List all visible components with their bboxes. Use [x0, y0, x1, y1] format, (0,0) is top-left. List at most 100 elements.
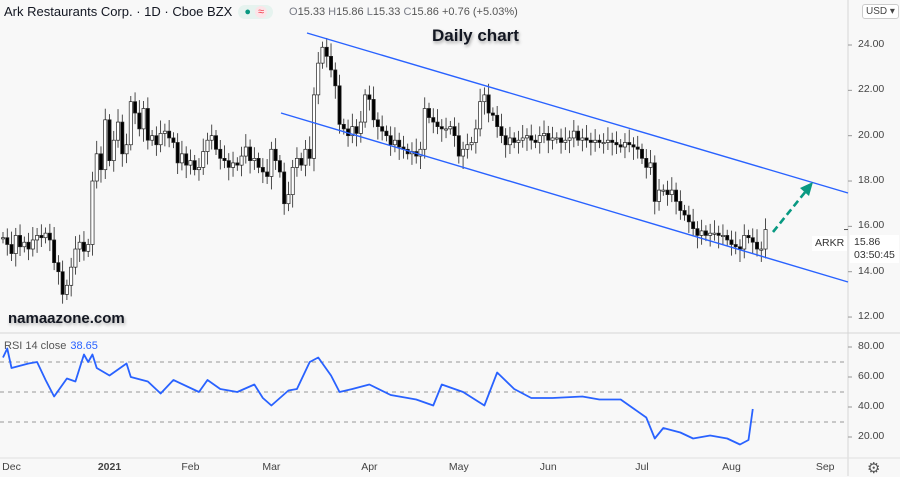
- candle-down: [597, 139, 602, 143]
- candle-down: [367, 94, 372, 100]
- candle-up: [201, 151, 206, 168]
- candle-down: [265, 171, 270, 177]
- time-tick-label: Aug: [722, 461, 741, 473]
- candle-down: [397, 139, 402, 148]
- watermark-text: namaazone.com: [8, 310, 125, 327]
- candle-down: [60, 271, 65, 295]
- candle-down: [9, 244, 14, 254]
- candle-down: [627, 142, 632, 146]
- candle-up: [516, 139, 521, 143]
- candle-up: [13, 235, 18, 254]
- candle-up: [197, 167, 201, 171]
- candle-up: [661, 189, 666, 192]
- candle-up: [141, 108, 146, 130]
- candle-up: [73, 248, 78, 268]
- candle-up: [601, 142, 606, 145]
- candle-up: [469, 142, 474, 146]
- candle-down: [354, 126, 359, 134]
- candle-up: [209, 135, 214, 141]
- candle-up: [316, 62, 321, 96]
- candle-down: [26, 241, 31, 250]
- candle-up: [64, 284, 69, 295]
- candle-down: [384, 130, 389, 137]
- candle-up: [116, 121, 120, 141]
- candle-up: [350, 126, 355, 137]
- candle-up: [448, 126, 453, 130]
- price-tick-label: 18.00: [858, 174, 885, 187]
- candle-down: [635, 146, 640, 150]
- candle-down: [644, 158, 649, 168]
- symbol-title[interactable]: Ark Restaurants Corp. · 1D · Cboe BZX: [4, 4, 233, 19]
- candle-up: [444, 128, 448, 131]
- time-tick-label: May: [448, 461, 469, 473]
- candle-down: [512, 137, 517, 143]
- price-tick-label: 12.00: [858, 310, 885, 323]
- candle-down: [329, 55, 333, 71]
- time-tick-label: 2021: [97, 461, 122, 473]
- candle-down: [490, 112, 495, 116]
- candle-down: [695, 228, 700, 236]
- price-tick-label: 24.00: [858, 38, 885, 50]
- candle-down: [307, 148, 312, 159]
- candle-up: [269, 148, 274, 177]
- chart-annotation-title[interactable]: Daily chart: [432, 26, 519, 45]
- candle-down: [495, 114, 500, 127]
- rsi-legend[interactable]: RSI 14 close 38.65: [4, 340, 98, 352]
- candle-up: [507, 137, 512, 146]
- candle-down: [256, 158, 261, 168]
- candle-down: [175, 142, 180, 164]
- candle-up: [520, 137, 525, 141]
- candle-down: [333, 69, 338, 87]
- candle-up: [657, 189, 661, 202]
- candle-down: [682, 210, 687, 216]
- settings-gear-icon[interactable]: ⚙: [867, 460, 881, 477]
- candle-down: [610, 139, 615, 143]
- candle-down: [260, 167, 265, 173]
- candle-down: [614, 142, 619, 146]
- candle-up: [418, 148, 423, 157]
- candle-down: [755, 241, 759, 250]
- time-tick-label: Jul: [635, 461, 649, 473]
- candle-down: [503, 135, 508, 146]
- candle-down: [81, 241, 86, 252]
- candle-up: [205, 139, 210, 152]
- currency-dropdown[interactable]: USD ▾: [862, 4, 899, 19]
- bar-countdown: 03:50:45: [854, 249, 895, 261]
- candle-up: [571, 130, 576, 139]
- candle-down: [39, 235, 44, 239]
- rsi-tick-label: 40.00: [858, 400, 885, 412]
- candle-up: [86, 244, 91, 252]
- candle-down: [618, 144, 623, 148]
- candle-up: [542, 133, 546, 137]
- candle-up: [525, 135, 529, 139]
- candle-up: [563, 139, 568, 143]
- candle-up: [720, 235, 725, 237]
- candle-up: [252, 158, 257, 161]
- candle-down: [337, 85, 342, 125]
- close-value: 15.86: [411, 5, 439, 18]
- candle-up: [742, 235, 747, 250]
- candle-down: [452, 126, 457, 137]
- candle-down: [145, 108, 150, 141]
- low-label: L: [366, 5, 373, 18]
- price-tick-label: 14.00: [858, 264, 885, 277]
- price-tick-label: 22.00: [858, 83, 885, 96]
- candle-down: [725, 235, 730, 241]
- candle-up: [392, 139, 397, 146]
- time-tick-label: Jun: [539, 461, 557, 473]
- candle-down: [99, 153, 103, 171]
- candle-up: [567, 137, 572, 141]
- candle-down: [380, 126, 385, 132]
- candle-up: [763, 229, 768, 250]
- candle-down: [273, 148, 278, 161]
- candle-down: [652, 162, 657, 202]
- candle-down: [235, 162, 240, 166]
- candle-up: [759, 248, 764, 251]
- time-tick-label: Apr: [361, 461, 378, 473]
- market-status-badge[interactable]: ● ≈: [238, 4, 274, 19]
- candle-up: [605, 139, 610, 143]
- candle-up: [179, 153, 184, 164]
- rsi-legend-label: RSI 14 close: [4, 340, 67, 352]
- candle-up: [669, 189, 674, 195]
